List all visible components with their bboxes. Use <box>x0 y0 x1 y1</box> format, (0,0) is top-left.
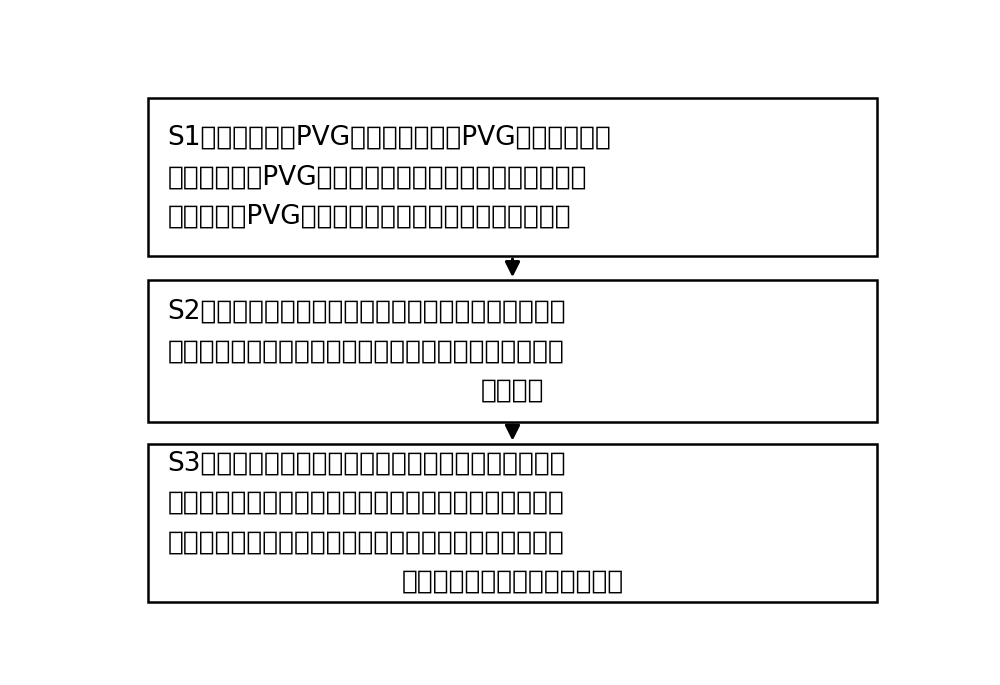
Text: 述显示条件信息，从缓存中选取对应设备当前状态的状态: 述显示条件信息，从缓存中选取对应设备当前状态的状态 <box>168 530 564 556</box>
Text: 息，并对所述PVG图形中包含的各个状态图形进行缓存，: 息，并对所述PVG图形中包含的各个状态图形进行缓存， <box>168 164 587 190</box>
FancyBboxPatch shape <box>148 280 877 423</box>
Text: 件信息，选择对应的所述状态图形和所述文本信息进行绘: 件信息，选择对应的所述状态图形和所述文本信息进行绘 <box>168 338 564 364</box>
Text: 制并显示: 制并显示 <box>481 377 544 403</box>
Text: S2、根据当前设备的运行状态和所述状态图形的显示条: S2、根据当前设备的运行状态和所述状态图形的显示条 <box>168 299 566 325</box>
FancyBboxPatch shape <box>148 443 877 601</box>
Text: S1、加载预设的PVG图形，抽取所述PVG图形的文本信: S1、加载预设的PVG图形，抽取所述PVG图形的文本信 <box>168 125 612 151</box>
Text: 变设备状态，根据变化后的设备状态和所述状态图形的所: 变设备状态，根据变化后的设备状态和所述状态图形的所 <box>168 490 564 516</box>
FancyBboxPatch shape <box>148 98 877 256</box>
Text: 图形和文本信息进行绘制并显示: 图形和文本信息进行绘制并显示 <box>401 569 624 595</box>
Text: S3、接收用户的操作请求，执行所述操作请求并对应改: S3、接收用户的操作请求，执行所述操作请求并对应改 <box>168 450 566 476</box>
Text: 预设的所述PVG图形包含预设部件的多个所述状态图形: 预设的所述PVG图形包含预设部件的多个所述状态图形 <box>168 203 571 229</box>
